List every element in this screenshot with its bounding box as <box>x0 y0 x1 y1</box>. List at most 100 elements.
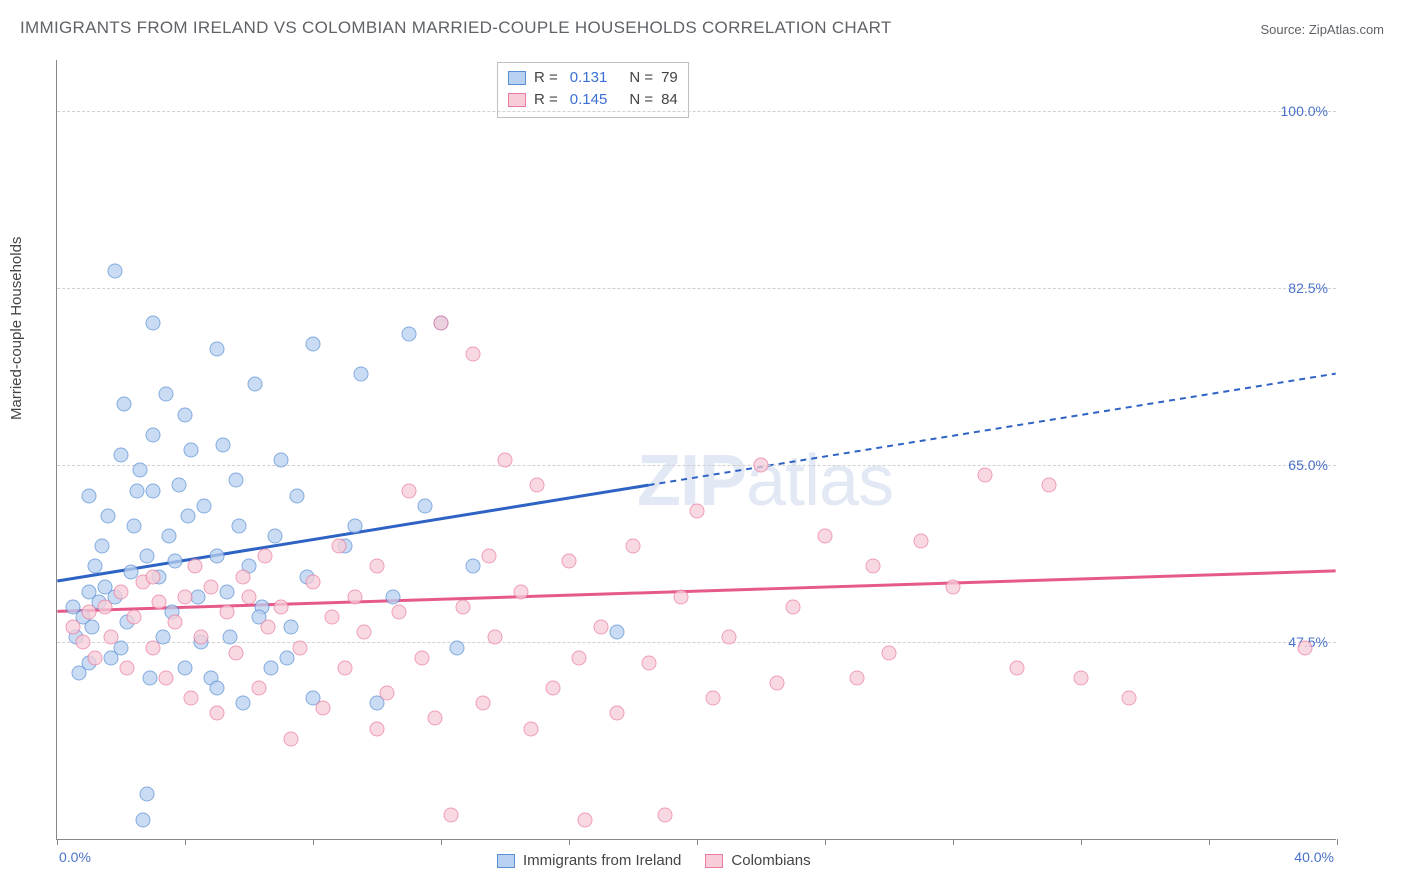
legend-swatch <box>705 854 723 868</box>
data-point <box>770 675 785 690</box>
data-point <box>142 670 157 685</box>
source-label: Source: ZipAtlas.com <box>1260 22 1384 37</box>
data-point <box>642 655 657 670</box>
plot-area: ZIPatlas R =0.131N =79R =0.145N =84 0.0%… <box>56 60 1336 840</box>
data-point <box>66 620 81 635</box>
data-point <box>786 600 801 615</box>
data-point <box>325 610 340 625</box>
data-point <box>251 681 266 696</box>
data-point <box>443 807 458 822</box>
data-point <box>146 483 161 498</box>
x-tick <box>825 839 826 845</box>
data-point <box>386 589 401 604</box>
data-point <box>357 625 372 640</box>
data-point <box>427 711 442 726</box>
data-point <box>571 650 586 665</box>
data-point <box>866 559 881 574</box>
data-point <box>120 660 135 675</box>
data-point <box>264 660 279 675</box>
data-point <box>418 498 433 513</box>
data-point <box>315 701 330 716</box>
data-point <box>178 407 193 422</box>
data-point <box>114 448 129 463</box>
x-tick <box>57 839 58 845</box>
x-tick <box>441 839 442 845</box>
data-point <box>658 807 673 822</box>
data-point <box>168 615 183 630</box>
data-point <box>488 630 503 645</box>
data-point <box>267 529 282 544</box>
data-point <box>104 630 119 645</box>
data-point <box>1010 660 1025 675</box>
data-point <box>450 640 465 655</box>
data-point <box>82 488 97 503</box>
data-point <box>232 518 247 533</box>
data-point <box>139 549 154 564</box>
chart-title: IMMIGRANTS FROM IRELAND VS COLOMBIAN MAR… <box>20 18 892 38</box>
legend-series-label: Colombians <box>731 852 810 869</box>
y-grid-label: 65.0% <box>1288 457 1328 473</box>
data-point <box>136 812 151 827</box>
data-point <box>1122 691 1137 706</box>
data-point <box>123 564 138 579</box>
data-point <box>258 549 273 564</box>
legend-n-label: N = <box>629 89 653 111</box>
data-point <box>219 584 234 599</box>
data-point <box>1074 670 1089 685</box>
y-grid-label: 82.5% <box>1288 280 1328 296</box>
series-legend: Immigrants from Ireland Colombians <box>497 852 811 869</box>
data-point <box>229 645 244 660</box>
data-point <box>354 367 369 382</box>
data-point <box>690 503 705 518</box>
data-point <box>722 630 737 645</box>
data-point <box>882 645 897 660</box>
data-point <box>126 610 141 625</box>
legend-n-label: N = <box>629 67 653 89</box>
data-point <box>274 600 289 615</box>
x-tick <box>1209 839 1210 845</box>
grid-line <box>57 111 1336 112</box>
grid-line <box>57 642 1336 643</box>
data-point <box>466 559 481 574</box>
data-point <box>850 670 865 685</box>
data-point <box>117 397 132 412</box>
data-point <box>594 620 609 635</box>
data-point <box>248 377 263 392</box>
data-point <box>126 518 141 533</box>
x-tick <box>697 839 698 845</box>
data-point <box>210 706 225 721</box>
data-point <box>414 650 429 665</box>
x-axis-max-label: 40.0% <box>1294 849 1334 865</box>
data-point <box>210 681 225 696</box>
data-point <box>274 453 289 468</box>
data-point <box>187 559 202 574</box>
data-point <box>706 691 721 706</box>
data-point <box>562 554 577 569</box>
grid-line <box>57 288 1336 289</box>
data-point <box>158 670 173 685</box>
data-point <box>456 600 471 615</box>
data-point <box>283 620 298 635</box>
data-point <box>626 539 641 554</box>
data-point <box>178 589 193 604</box>
x-tick <box>1081 839 1082 845</box>
data-point <box>88 650 103 665</box>
data-point <box>466 346 481 361</box>
data-point <box>578 812 593 827</box>
data-point <box>306 574 321 589</box>
data-point <box>331 539 346 554</box>
x-tick <box>569 839 570 845</box>
data-point <box>402 483 417 498</box>
data-point <box>88 559 103 574</box>
legend-series-label: Immigrants from Ireland <box>523 852 681 869</box>
data-point <box>146 569 161 584</box>
data-point <box>514 584 529 599</box>
data-point <box>94 539 109 554</box>
legend-row: R =0.131N =79 <box>508 67 678 89</box>
data-point <box>546 681 561 696</box>
legend-r-value: 0.131 <box>570 67 608 89</box>
x-tick <box>313 839 314 845</box>
data-point <box>523 721 538 736</box>
correlation-legend: R =0.131N =79R =0.145N =84 <box>497 62 689 118</box>
y-grid-label: 100.0% <box>1281 103 1328 119</box>
